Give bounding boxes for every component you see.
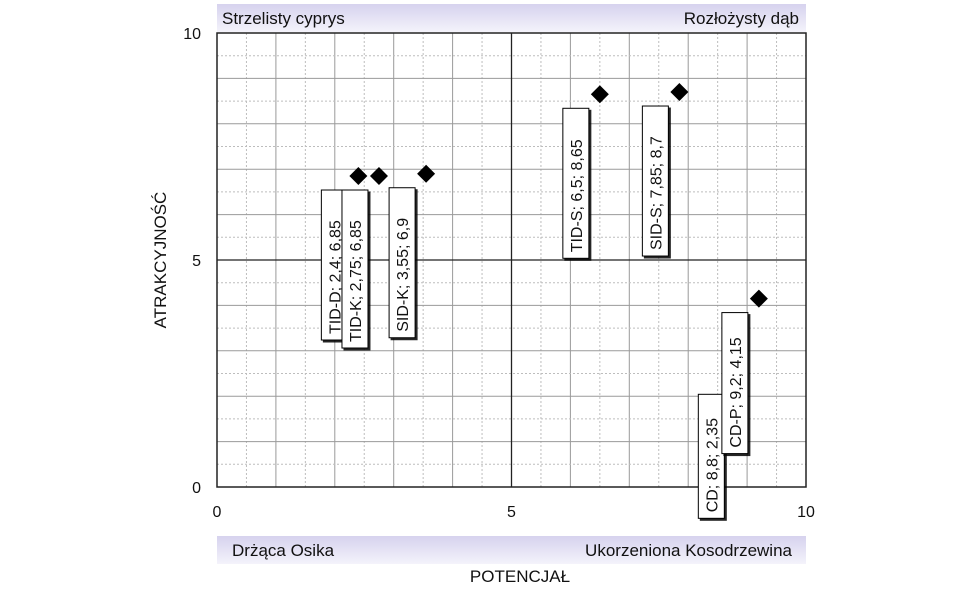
data-label-box	[562, 107, 590, 259]
data-label: CD; 8,8; 2,35	[704, 418, 721, 512]
y-tick-label: 0	[192, 480, 201, 497]
x-axis-title: POTENCJAŁ	[470, 567, 570, 586]
data-label-box	[341, 189, 369, 349]
data-point-marker	[590, 85, 609, 104]
data-label-box	[641, 105, 669, 257]
y-tick-labels: 0 5 10	[183, 26, 201, 497]
data-label: SID-S; 7,85; 8,7	[648, 136, 665, 250]
data-label: SID-K; 3,55; 6,9	[395, 218, 412, 332]
data-point-marker	[349, 167, 368, 186]
data-label: TID-K; 2,75; 6,85	[348, 220, 365, 342]
quadrant-label-bottom-left: Drżąca Osika	[232, 541, 335, 560]
x-tick-label: 10	[797, 504, 815, 521]
quadrant-dividers	[217, 33, 806, 487]
x-tick-label: 0	[213, 504, 222, 521]
plot-frame	[216, 32, 807, 488]
data-point-marker	[749, 289, 768, 308]
data-label-box	[697, 393, 725, 519]
x-tick-labels: 0 5 10	[213, 504, 815, 521]
data-points: TID-D; 2,4; 6,85 TID-K; 2,75; 6,85 SID-K; …	[320, 83, 768, 519]
data-label: TID-D; 2,4; 6,85	[327, 220, 344, 334]
bottom-quadrant-band	[217, 536, 806, 564]
quadrant-label-top-right: Rozłożysty dąb	[684, 9, 799, 28]
data-point-marker	[417, 164, 436, 183]
y-tick-label: 10	[183, 26, 201, 43]
data-point-marker	[369, 167, 388, 186]
data-label-box	[721, 312, 749, 455]
data-label: TID-S; 6,5; 8,65	[569, 139, 586, 252]
x-tick-label: 5	[507, 504, 516, 521]
y-axis-title: ATRAKCYJNOŚĆ	[151, 192, 170, 329]
data-label-box	[388, 187, 416, 339]
y-tick-label: 5	[192, 253, 201, 270]
quadrant-label-top-left: Strzelisty cyprys	[222, 9, 345, 28]
data-point-marker	[670, 83, 689, 102]
data-label: CD-P; 9,2; 4,15	[728, 337, 745, 447]
quadrant-label-bottom-right: Ukorzeniona Kosodrzewina	[585, 541, 792, 560]
top-quadrant-band	[217, 4, 806, 32]
